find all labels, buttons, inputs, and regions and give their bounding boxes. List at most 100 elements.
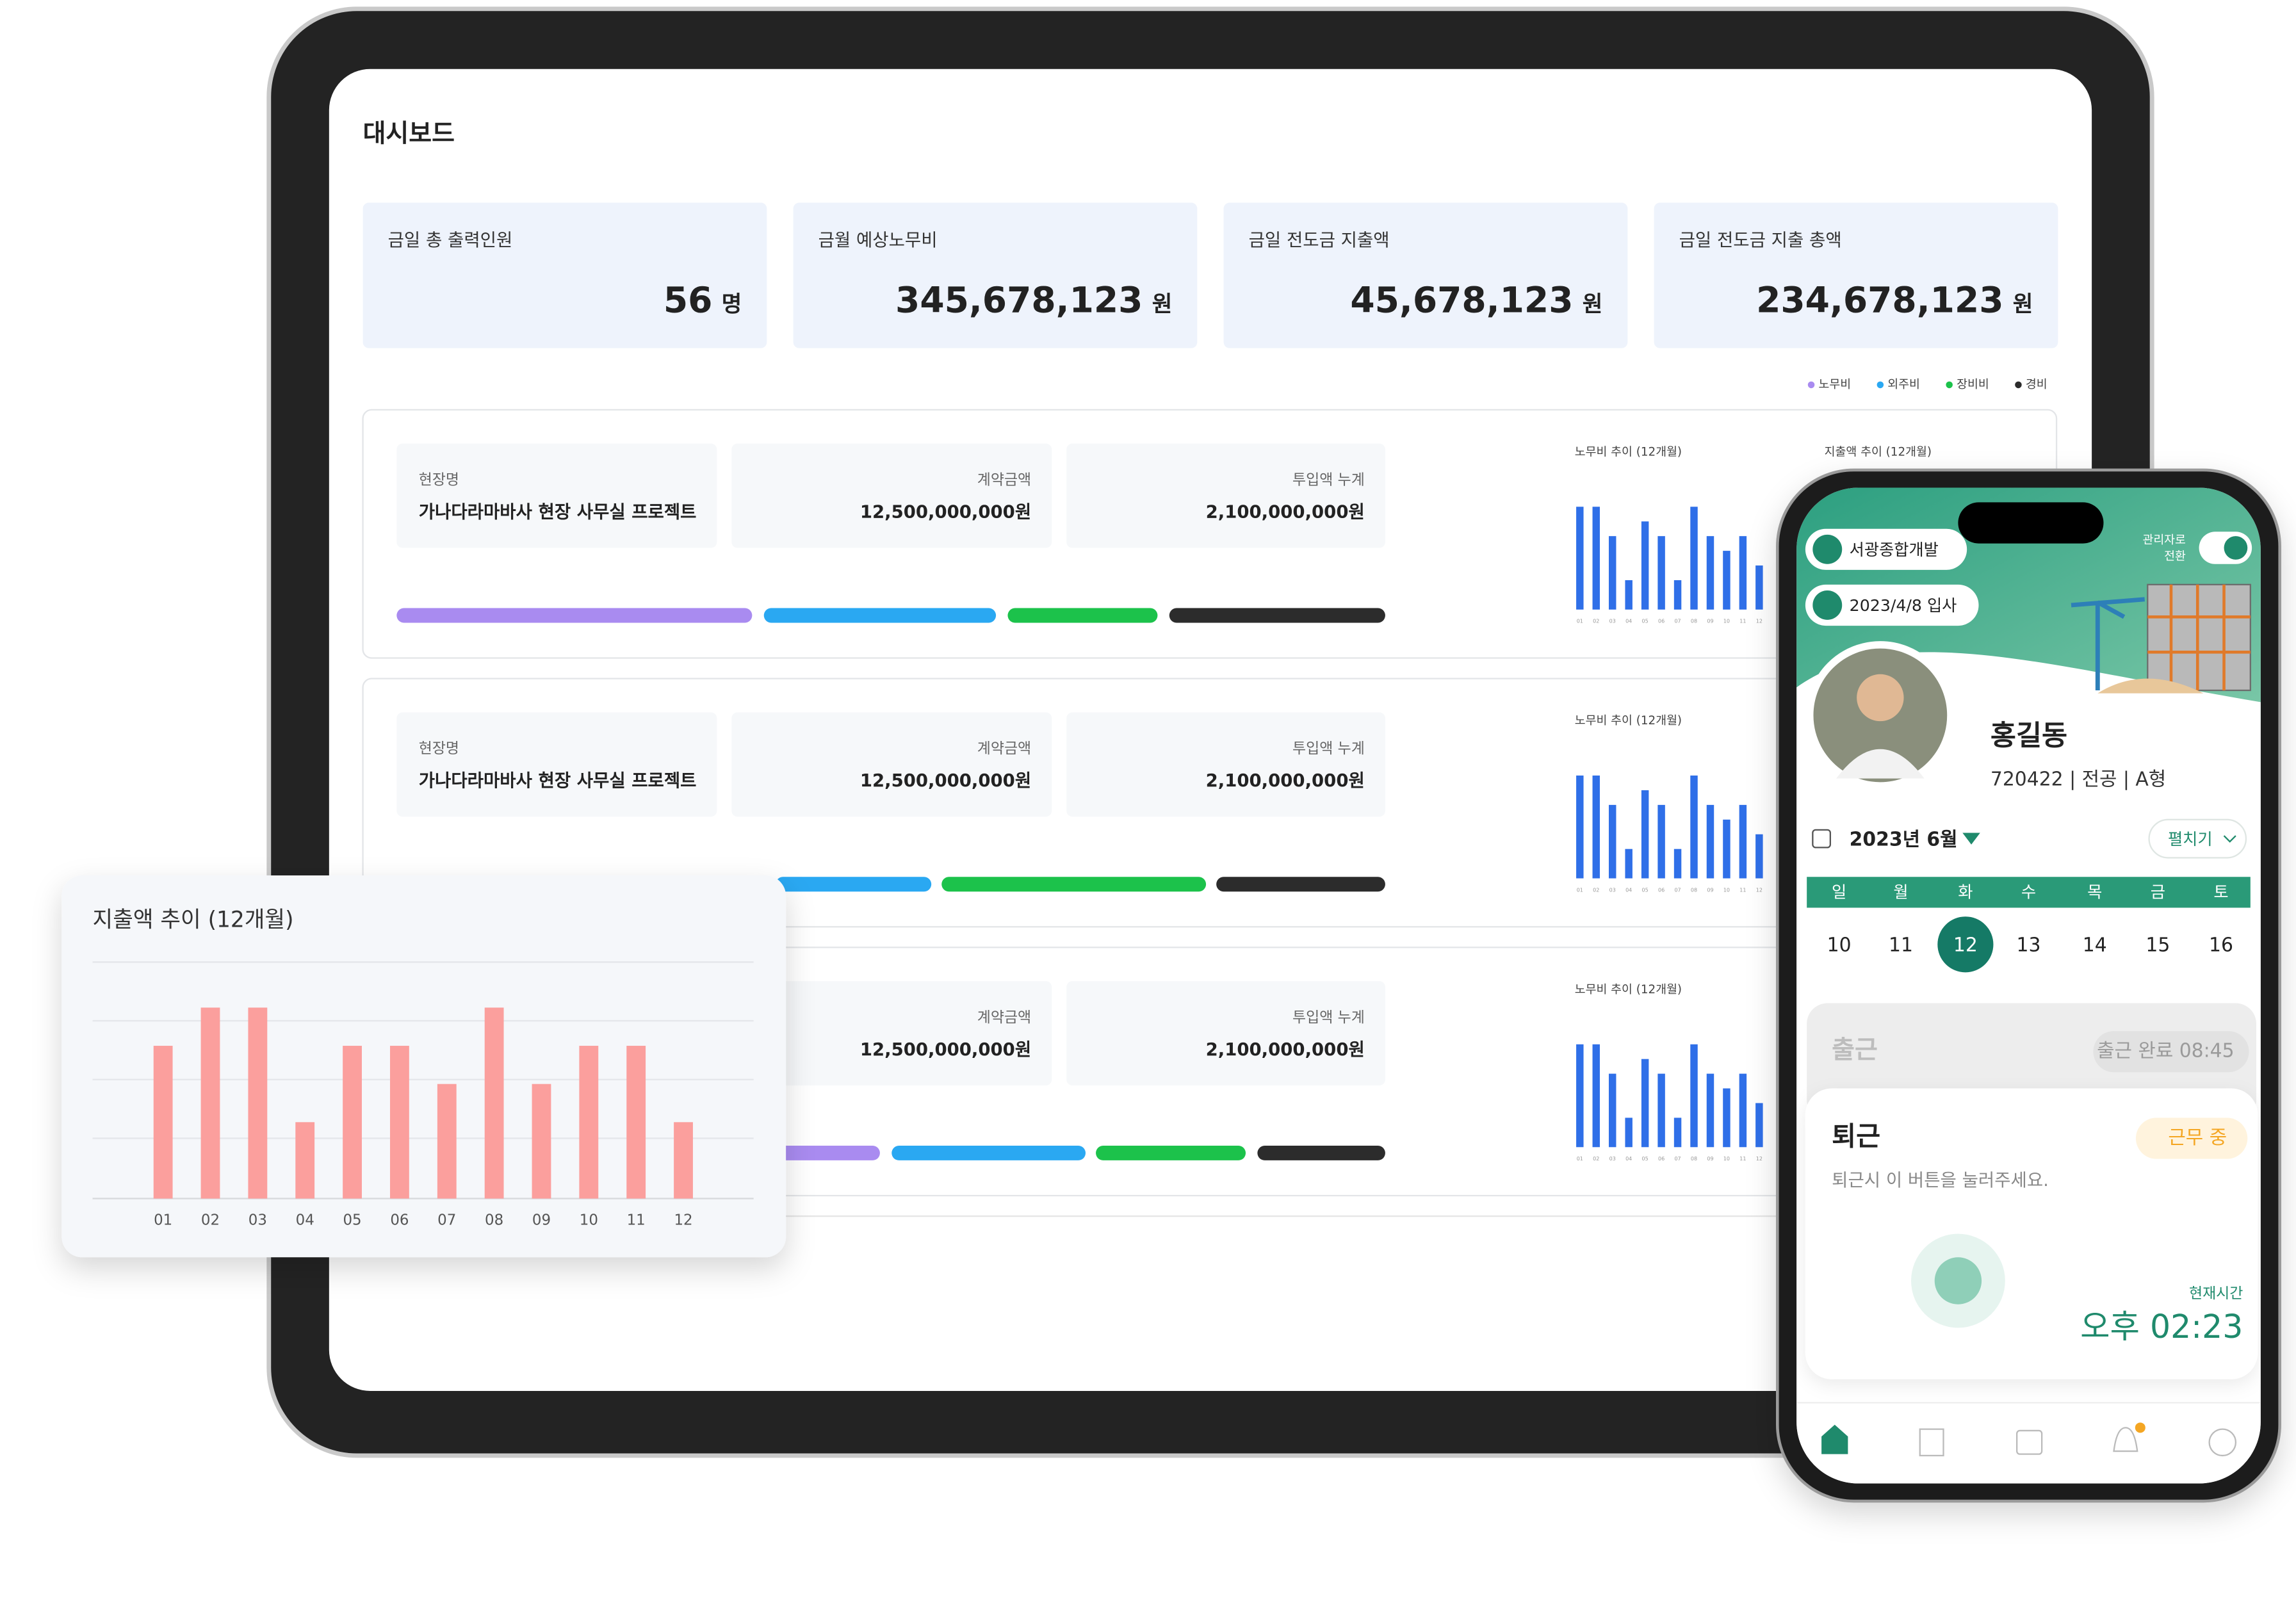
- date[interactable]: 10: [1827, 934, 1852, 957]
- x-tick-label: 01: [154, 1212, 172, 1228]
- month: 2023년 6월: [1850, 828, 1958, 850]
- mini-bar: [1641, 1059, 1649, 1148]
- nav-bell[interactable]: [2113, 1427, 2138, 1452]
- card: [61, 875, 786, 1258]
- info-text: 2023/4/8 입사: [1850, 596, 1957, 615]
- mini-x-label: 08: [1691, 619, 1697, 624]
- legend-label: 외주비: [1887, 378, 1920, 391]
- contract-label: 계약금액: [977, 472, 1031, 489]
- date[interactable]: 11: [1889, 934, 1913, 957]
- date[interactable]: 13: [2017, 934, 2041, 957]
- kpi-value: 45,678,123: [1350, 280, 1573, 321]
- x-tick-label: 05: [343, 1212, 361, 1228]
- invested-amount: 2,100,000,000원: [1206, 770, 1365, 791]
- mini-x-label: 01: [1577, 619, 1583, 624]
- nav-calendar[interactable]: [2016, 1429, 2043, 1455]
- cost-bar: [776, 877, 932, 892]
- nav-badge: [2135, 1422, 2145, 1433]
- chevron: [2223, 835, 2236, 843]
- mini-bar: [1657, 804, 1665, 879]
- notch: [1958, 502, 2104, 544]
- x-tick-label: 02: [201, 1212, 220, 1228]
- kpi-unit: 원: [2013, 292, 2033, 318]
- mini-bar: [1739, 804, 1747, 879]
- info-text: 서광종합개발: [1850, 540, 1939, 559]
- kpi-unit: 원: [1583, 292, 1603, 318]
- nav-home[interactable]: [1821, 1424, 1848, 1454]
- mini-x-label: 11: [1739, 1156, 1746, 1162]
- contract-box: [731, 981, 1052, 1085]
- date[interactable]: 16: [2209, 934, 2233, 957]
- mini-x-label: 09: [1707, 619, 1713, 624]
- sand: [2097, 678, 2204, 694]
- date[interactable]: 15: [2145, 934, 2170, 957]
- site-box: [396, 712, 717, 817]
- mini-x-label: 09: [1707, 887, 1713, 893]
- mini-x-label: 03: [1609, 619, 1616, 624]
- mini-x-label: 08: [1691, 887, 1697, 893]
- mini-bar: [1723, 1088, 1730, 1148]
- cost-bar: [396, 608, 753, 623]
- mini-bar: [1706, 536, 1714, 610]
- contract-box: [731, 443, 1052, 548]
- page-title: 대시보드: [363, 120, 455, 149]
- weekday: 토: [2213, 882, 2228, 901]
- kpi-value: 234,678,123: [1756, 280, 2003, 321]
- x-tick-label: 06: [390, 1212, 409, 1228]
- avatar-body: [1836, 749, 1925, 779]
- invested-label: 투입액 누계: [1292, 1009, 1365, 1026]
- mini-x-label: 08: [1691, 1156, 1697, 1162]
- nav-profile[interactable]: [2208, 1428, 2237, 1457]
- invested-label: 투입액 누계: [1292, 740, 1365, 757]
- mini-x-label: 01: [1577, 887, 1583, 893]
- mini-bar: [1690, 776, 1698, 879]
- kpi-card: [793, 202, 1198, 348]
- legend-dot: [1877, 381, 1884, 389]
- labor-chart-title: 노무비 추이 (12개월): [1575, 445, 1682, 459]
- mini-x-label: 07: [1674, 619, 1681, 624]
- bar: [437, 1084, 457, 1199]
- expand-button[interactable]: [2148, 818, 2247, 859]
- labor-chart-title: 노무비 추이 (12개월): [1575, 983, 1682, 996]
- mini-x-label: 09: [1707, 1156, 1713, 1162]
- kpi-label: 금일 전도금 지출액: [1249, 230, 1390, 250]
- mini-bar: [1576, 1044, 1584, 1148]
- building-frame: [2147, 584, 2251, 690]
- weekday-bar: [1807, 877, 2251, 908]
- mini-x-label: 10: [1723, 1156, 1730, 1162]
- info-icon: [1812, 590, 1843, 620]
- toggle-knob: [2224, 536, 2248, 560]
- x-tick-label: 08: [485, 1212, 503, 1228]
- x-tick-label: 04: [296, 1212, 314, 1228]
- weekday: 수: [2021, 882, 2036, 901]
- expense-chart-title: 지출액 추이 (12개월): [1825, 445, 1932, 459]
- bar: [532, 1084, 551, 1199]
- nav-site[interactable]: [1919, 1428, 1944, 1457]
- mini-bar: [1673, 1117, 1682, 1148]
- bar: [390, 1046, 409, 1199]
- mini-x-label: 11: [1739, 887, 1746, 893]
- mini-bar: [1625, 849, 1632, 879]
- mini-bar: [1706, 804, 1714, 879]
- mini-x-label: 04: [1625, 619, 1632, 624]
- mini-x-label: 11: [1739, 619, 1746, 624]
- bar: [626, 1046, 646, 1199]
- invested-box: [1066, 443, 1385, 548]
- calendar-icon: [1812, 829, 1832, 849]
- mini-x-label: 10: [1723, 887, 1730, 893]
- mini-bar: [1739, 536, 1747, 610]
- date[interactable]: 14: [2083, 934, 2107, 957]
- x-tick-label: 11: [627, 1212, 646, 1228]
- site-box: [396, 443, 717, 548]
- mini-bar: [1592, 507, 1600, 610]
- mini-x-label: 12: [1756, 887, 1763, 893]
- bar: [579, 1046, 599, 1199]
- mini-bar: [1576, 507, 1584, 610]
- site-label: 현장명: [419, 740, 459, 757]
- time-label: 현재시간: [2189, 1285, 2243, 1302]
- month-toggle[interactable]: [1962, 833, 1980, 845]
- kpi-label: 금일 총 출력인원: [388, 230, 513, 250]
- date[interactable]: 12: [1953, 934, 1978, 957]
